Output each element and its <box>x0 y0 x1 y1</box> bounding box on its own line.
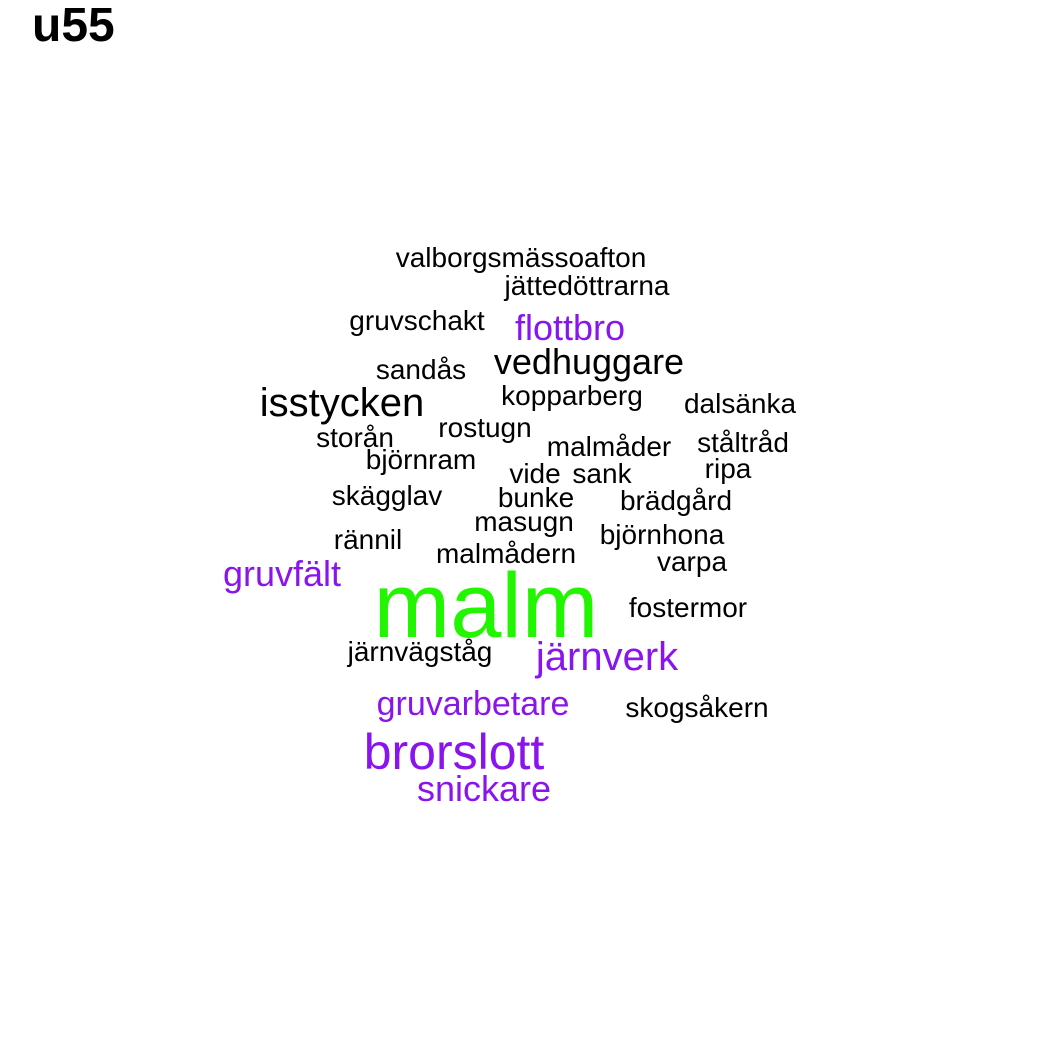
word-gruvfalt: gruvfält <box>222 553 342 594</box>
word-rannil: rännil <box>333 524 403 555</box>
word-jarnvagstag: järnvägståg <box>347 636 493 667</box>
word-malmadern: malmådern <box>435 538 577 569</box>
word-bjornram: björnram <box>365 444 477 475</box>
word-gruvarbetare: gruvarbetare <box>376 685 570 723</box>
word-masugn: masugn <box>474 506 574 537</box>
word-sank: sank <box>572 458 632 489</box>
page-title: u55 <box>32 0 115 52</box>
word-skagglav: skägglav <box>331 480 443 511</box>
word-ripa: ripa <box>704 453 752 484</box>
word-snickare: snickare <box>416 768 552 809</box>
word-bunke: bunke <box>497 482 575 513</box>
word-fostermor: fostermor <box>628 592 748 623</box>
word-jarnverk: järnverk <box>535 635 679 679</box>
word-vedhuggare: vedhuggare <box>493 341 685 382</box>
word-brorslott: brorslott <box>363 724 545 780</box>
word-skogsakern: skogsåkern <box>625 692 769 723</box>
word-kopparberg: kopparberg <box>501 380 643 411</box>
word-dalsanka: dalsänka <box>683 388 797 419</box>
word-valborgsmassoafton: valborgsmässoafton <box>395 242 647 273</box>
word-malmader: malmåder <box>546 431 672 462</box>
word-gruvschakt: gruvschakt <box>349 305 485 336</box>
word-storan: storån <box>316 422 394 453</box>
word-varpa: varpa <box>656 546 728 577</box>
word-rostugn: rostugn <box>438 412 532 443</box>
word-malm: malm <box>373 555 599 657</box>
word-isstycken: isstycken <box>259 381 425 425</box>
word-bradgard: brädgård <box>619 485 733 516</box>
word-flottbro: flottbro <box>514 307 626 348</box>
word-bjornhona: björnhona <box>599 519 725 550</box>
word-sandas: sandås <box>375 354 467 385</box>
word-staltrad: ståltråd <box>697 427 789 458</box>
word-jattedottrarna: jättedöttrarna <box>504 270 670 301</box>
word-vide: vide <box>509 458 561 489</box>
